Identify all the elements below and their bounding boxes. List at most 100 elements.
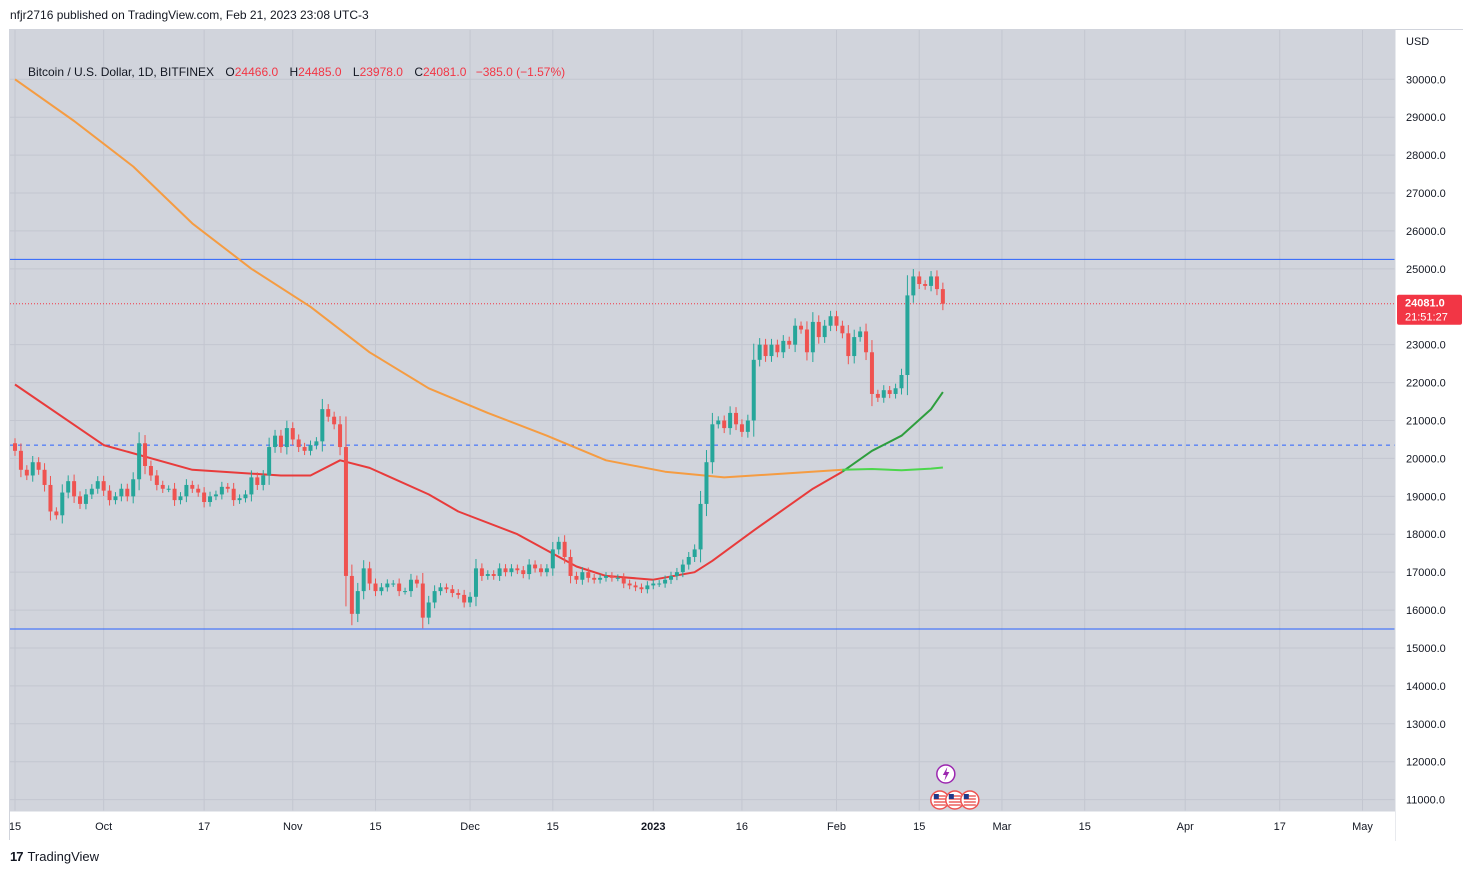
price-tick-label: 27000.0 (1406, 188, 1446, 200)
candle-body (18, 450, 23, 470)
candle-body (911, 276, 916, 296)
price-tick-label: 29000.0 (1406, 112, 1446, 124)
horizontal-lines (10, 258, 1395, 630)
time-axis: 15 Oct 17 Nov 15 Dec 15 2023 16 Feb 15 Mar 15 Apr 17 Ma… (10, 810, 1395, 841)
candle-body (763, 344, 768, 357)
candle-body (639, 587, 644, 590)
candle-body (60, 492, 65, 516)
time-tick-label: 2023 (641, 821, 665, 833)
price-tick-label: 17000.0 (1406, 567, 1446, 579)
candle-body (290, 428, 295, 440)
candle-body (131, 479, 136, 497)
candle-body (834, 316, 839, 326)
time-tick-label: 15 (1079, 821, 1091, 833)
candle-body (846, 333, 851, 357)
candle-body (296, 439, 301, 448)
grid (10, 30, 1395, 811)
candle-body (249, 477, 254, 495)
price-axis-background (1395, 30, 1464, 841)
chart-frame[interactable]: USD 30000.0 29000.0 28000.0 27000.0 26000.0 25… (9, 29, 1464, 841)
candle-body (78, 496, 83, 504)
candle-body (24, 469, 29, 476)
candle-body (172, 488, 177, 501)
candle-body (852, 337, 857, 357)
candle-body (840, 325, 845, 334)
candle-body (633, 585, 638, 588)
candle-body (391, 583, 396, 585)
candle-body (509, 568, 514, 573)
candle-body (426, 602, 431, 618)
candle-body (119, 488, 124, 497)
price-tick-label: 30000.0 (1406, 74, 1446, 86)
flag-canton (963, 794, 969, 799)
candle-body (580, 572, 585, 580)
candle-body (137, 443, 142, 480)
candle-body (107, 490, 112, 501)
candle-body (89, 488, 94, 495)
low-label: L (352, 65, 360, 79)
candle-body (568, 556, 573, 576)
candle-body (462, 594, 467, 603)
price-tick-label: 28000.0 (1406, 150, 1446, 162)
price-tick-label: 16000.0 (1406, 605, 1446, 617)
price-tick-label: 22000.0 (1406, 378, 1446, 390)
events (930, 764, 980, 810)
us-flag-event-icon (960, 790, 980, 810)
price-chart[interactable]: USD 30000.0 29000.0 28000.0 27000.0 26000.0 25… (10, 30, 1464, 841)
candle-body (651, 583, 656, 586)
candle-body (793, 325, 798, 345)
time-tick-label: 15 (547, 821, 559, 833)
candle-body (609, 575, 614, 578)
candle-body (54, 511, 59, 516)
candle-body (663, 579, 668, 584)
candle-body (13, 443, 17, 451)
candle-body (190, 484, 195, 489)
candle-body (810, 321, 815, 353)
lightning-glyph (942, 767, 950, 781)
tradingview-logo-icon: 17 (10, 849, 24, 864)
candle-body (934, 276, 939, 290)
candle-body (615, 577, 620, 579)
time-tick-label: Mar (992, 821, 1011, 833)
candle-body (95, 481, 100, 489)
candle-body (213, 494, 218, 497)
candle-body (403, 591, 408, 593)
close-value: 24081.0 (422, 65, 467, 79)
candle-body (698, 503, 703, 550)
candle-body (154, 475, 159, 485)
candle-body (36, 462, 41, 470)
candle-body (367, 568, 372, 584)
candle-body (692, 549, 697, 557)
candle-body (479, 568, 484, 576)
price-tick-label: 20000.0 (1406, 453, 1446, 465)
candle-body (881, 390, 886, 398)
candle-body (940, 289, 945, 304)
brand-name: TradingView (27, 849, 100, 864)
time-tick-label: Dec (460, 821, 480, 833)
candle-body (208, 496, 213, 503)
symbol-legend: Bitcoin / U.S. Dollar, 1D, BITFINEX O244… (28, 65, 565, 79)
candle-body (237, 498, 242, 501)
candle-body (722, 420, 727, 429)
candle-body (538, 568, 543, 573)
candle-body (515, 568, 520, 571)
price-tick-label: 19000.0 (1406, 491, 1446, 503)
moving-average-line (842, 466, 943, 472)
candle-body (645, 585, 650, 590)
candle-body (125, 488, 130, 497)
time-tick-label: 15 (369, 821, 381, 833)
candle-body (710, 424, 715, 463)
candle-body (799, 325, 804, 330)
tradingview-footer[interactable]: 17 TradingView (10, 849, 99, 864)
candle-body (414, 579, 419, 584)
candle-body (574, 575, 579, 580)
candle-body (361, 568, 366, 592)
time-tick-label: 17 (1274, 821, 1286, 833)
candle-body (728, 412, 733, 429)
candle-body (669, 575, 674, 580)
candle-body (202, 492, 207, 503)
candle-body (473, 568, 478, 597)
candle-body (314, 441, 319, 446)
candle-body (308, 445, 313, 451)
flag-canton (933, 794, 939, 799)
